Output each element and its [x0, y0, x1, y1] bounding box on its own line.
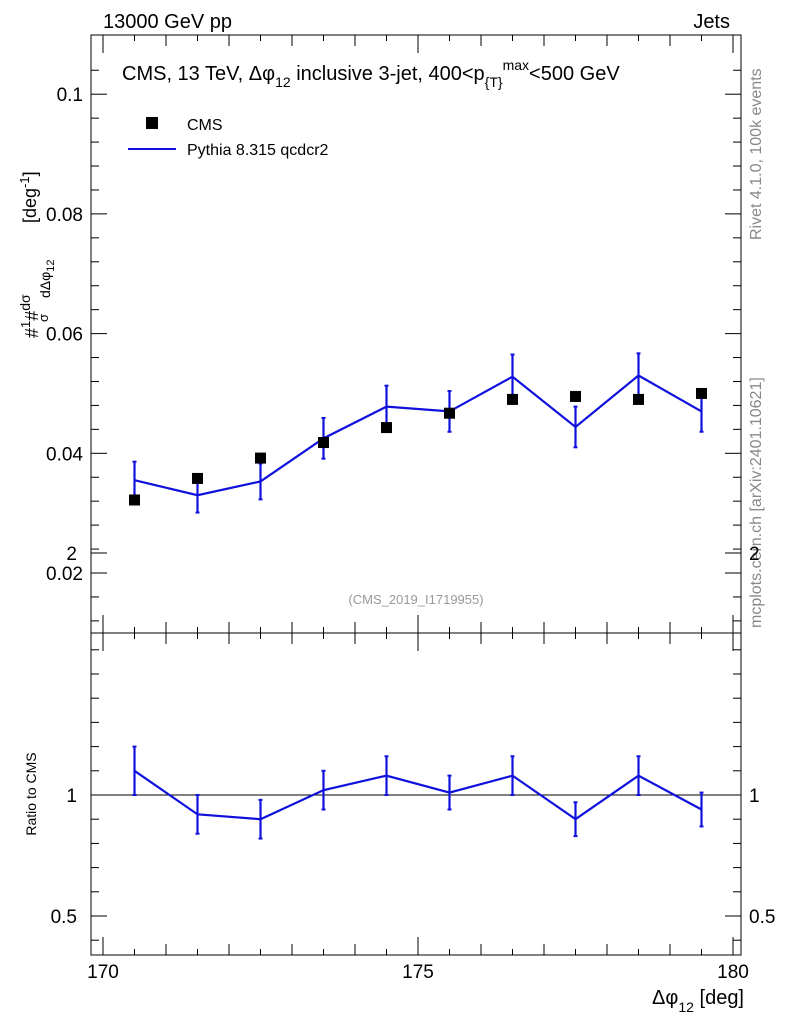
data-point — [129, 494, 140, 506]
data-point — [633, 393, 644, 405]
data-point — [192, 472, 203, 484]
y-tick-label: 0.06 — [46, 325, 83, 346]
ratio-plot-frame — [90, 632, 742, 956]
x-axis-label: Δφ12 [deg] — [652, 987, 744, 1015]
legend-data-label: CMS — [187, 117, 223, 134]
x-tick-label: 170 — [87, 962, 119, 983]
ratio-tick-label-right: 1 — [749, 786, 760, 807]
data-point — [255, 452, 266, 464]
ratio-y-axis-label: Ratio to CMS — [23, 752, 39, 835]
data-point — [318, 437, 329, 449]
legend-mc-label: Pythia 8.315 qcdcr2 — [187, 142, 329, 159]
ratio-tick-label-right: 2 — [749, 544, 760, 565]
plot-title: CMS, 13 TeV, Δφ12 inclusive 3-jet, 400<p… — [122, 57, 620, 90]
y-tick-label: 0.08 — [46, 205, 83, 226]
header-right: Jets — [693, 11, 730, 33]
x-tick-label: 175 — [402, 962, 434, 983]
svg-text:σ: σ — [36, 314, 51, 322]
y-tick-label: 0.02 — [46, 564, 83, 585]
svg-text:[deg-1]: [deg-1] — [17, 171, 40, 223]
data-point — [570, 390, 581, 402]
data-point — [444, 407, 455, 419]
header-left: 13000 GeV pp — [103, 11, 232, 33]
y-tick-label: 0.1 — [57, 85, 83, 106]
svg-text:#1#dσ: #1#dσ — [17, 289, 42, 338]
rivet-label: Rivet 4.1.0, 100k events — [748, 68, 765, 240]
analysis-watermark: (CMS_2019_I1719955) — [348, 592, 483, 607]
data-point — [696, 387, 707, 399]
x-tick-label: 180 — [717, 962, 749, 983]
y-axis-label: #1#dσ [deg-1] — [17, 171, 42, 338]
ratio-mc-line — [133, 769, 703, 821]
mcplots-label: mcplots.cern.ch [arXiv:2401.10621] — [748, 377, 765, 628]
svg-text:dΔφ12: dΔφ12 — [37, 260, 57, 298]
mc-series-line — [134, 374, 703, 497]
data-point — [507, 393, 518, 405]
ratio-tick-label: 2 — [66, 544, 77, 565]
ratio-tick-label-right: 0.5 — [749, 907, 775, 928]
ratio-tick-label: 0.5 — [51, 907, 77, 928]
ratio-tick-label: 1 — [66, 786, 77, 807]
legend-data-marker — [146, 117, 158, 129]
data-point — [381, 422, 392, 434]
y-tick-label: 0.04 — [46, 444, 83, 465]
